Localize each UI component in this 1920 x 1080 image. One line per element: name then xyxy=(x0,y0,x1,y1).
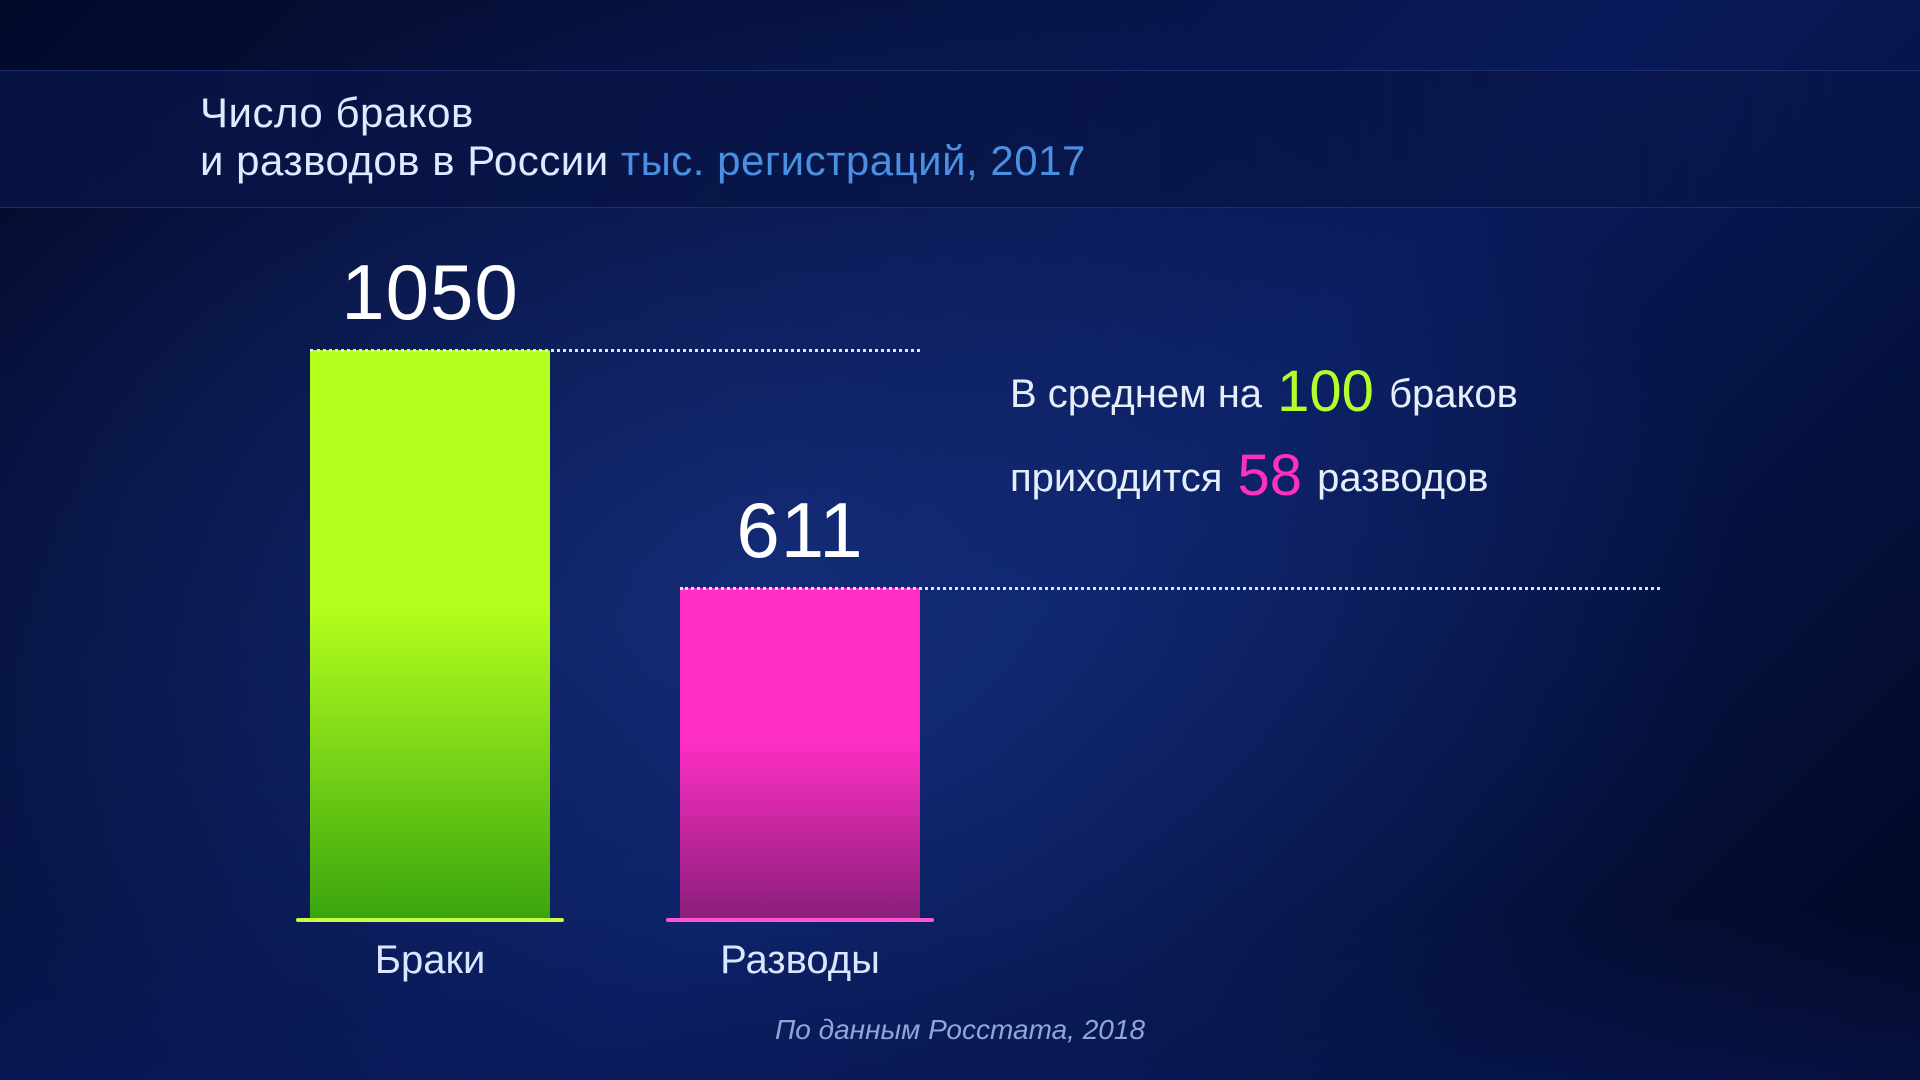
bar-value: 1050 xyxy=(310,247,550,338)
guideline xyxy=(680,587,1660,590)
bar-group: 611Разводы xyxy=(680,588,920,920)
annotation-part4: разводов xyxy=(1317,456,1488,500)
bar-base-line xyxy=(296,918,564,922)
floor-gradient xyxy=(0,910,1920,1080)
bar-base-line xyxy=(666,918,934,922)
annotation-part1: В среднем на xyxy=(1010,372,1262,416)
title-line2-white: и разводов в России xyxy=(200,137,609,184)
source-line: По данным Росстата, 2018 xyxy=(0,1014,1920,1046)
bar xyxy=(310,350,550,920)
bar-label: Браки xyxy=(310,938,550,983)
guideline xyxy=(310,349,920,352)
bar-chart: 1050Браки 611Разводы xyxy=(260,260,980,920)
annotation-num2: 58 xyxy=(1234,443,1307,508)
title-line1: Число браков xyxy=(200,89,1920,137)
bar-group: 1050Браки xyxy=(310,350,550,920)
bar-value: 611 xyxy=(680,485,920,576)
annotation-text: В среднем на 100 браков приходится 58 ра… xyxy=(1010,350,1730,518)
bar-label: Разводы xyxy=(680,938,920,983)
bar xyxy=(680,588,920,920)
annotation-part2: браков xyxy=(1389,372,1518,416)
title-line2-blue: тыс. регистраций, 2017 xyxy=(621,137,1086,184)
annotation-part3: приходится xyxy=(1010,456,1222,500)
title-line2: и разводов в России тыс. регистраций, 20… xyxy=(200,137,1920,185)
annotation-num1: 100 xyxy=(1273,359,1378,424)
title-band: Число браков и разводов в России тыс. ре… xyxy=(0,70,1920,208)
